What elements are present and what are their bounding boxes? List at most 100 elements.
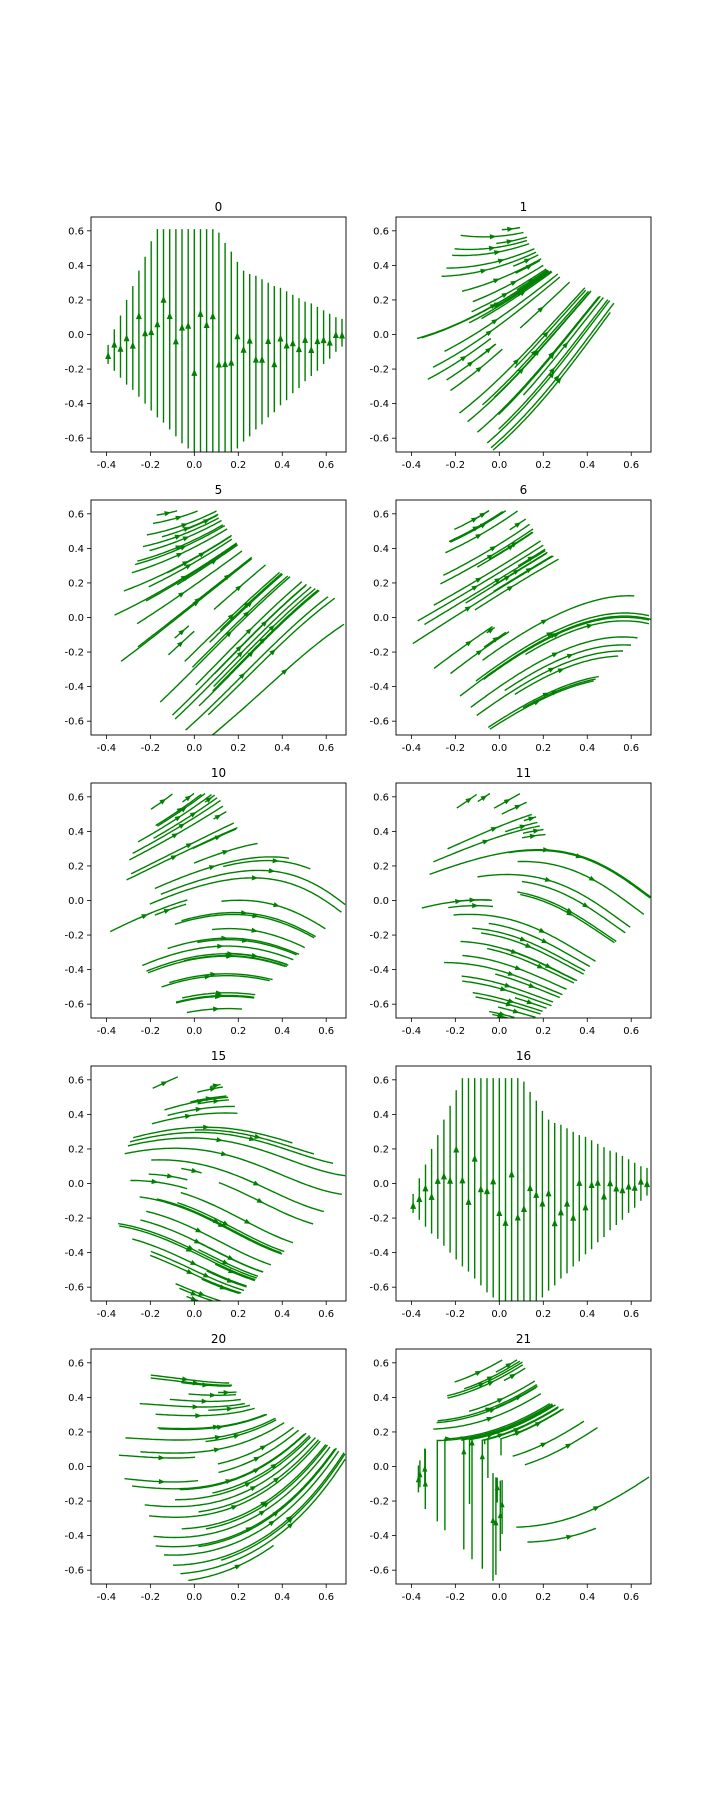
streamline-arrow — [487, 1380, 495, 1387]
streamline — [488, 531, 533, 561]
streamline — [198, 1447, 337, 1548]
streamline-arrow — [489, 234, 497, 240]
streamline-arrow — [234, 332, 241, 340]
y-tick-label: 0.0 — [68, 896, 84, 907]
streamline — [504, 644, 632, 692]
x-tick-label: 0.4 — [274, 1026, 290, 1037]
streamline — [133, 1126, 293, 1144]
streamline — [197, 1099, 229, 1105]
streamline — [519, 281, 571, 329]
streamline-arrow — [537, 306, 544, 313]
streamline — [137, 794, 212, 843]
streamline-arrow — [272, 1477, 280, 1483]
streamline-arrow — [514, 804, 522, 810]
streamline-arrow — [175, 515, 183, 521]
streamline-arrow — [530, 349, 537, 357]
streamline — [445, 510, 518, 554]
streamline — [174, 913, 315, 939]
streamline — [154, 856, 290, 890]
streamline — [179, 1432, 307, 1491]
streamline-arrow — [487, 627, 495, 634]
x-tick-label: 0.4 — [274, 1309, 290, 1320]
streamline-arrow — [223, 1389, 230, 1396]
y-tick-label: -0.6 — [369, 717, 389, 728]
y-tick-label: -0.6 — [64, 1283, 84, 1294]
streamline-arrow — [222, 850, 229, 856]
streamline — [146, 1210, 272, 1266]
streamline-arrow — [191, 368, 198, 376]
streamline-arrow — [197, 309, 204, 317]
x-tick-label: 0.6 — [623, 460, 639, 471]
streamline — [450, 348, 503, 392]
x-tick-label: -0.4 — [97, 1592, 117, 1603]
streamline — [452, 242, 530, 257]
y-tick-label: 0.0 — [373, 330, 389, 341]
streamline — [521, 880, 626, 934]
streamline-arrow — [512, 569, 520, 575]
streamline — [417, 544, 544, 622]
streamline-arrow — [566, 910, 574, 916]
streamline-arrow — [510, 948, 518, 954]
streamline — [441, 251, 537, 277]
streamline-arrow — [475, 533, 483, 540]
streamline — [174, 586, 312, 720]
streamline-arrow — [474, 1370, 482, 1377]
y-tick-label: 0.2 — [373, 578, 389, 589]
streamline — [192, 828, 237, 850]
streamline — [213, 588, 316, 687]
streamline — [130, 822, 235, 875]
streamline-arrow — [525, 567, 533, 574]
streamline-arrow — [170, 855, 178, 861]
x-tick-label: 0.6 — [318, 460, 334, 471]
streamlines — [118, 1076, 346, 1301]
y-tick-label: -0.2 — [369, 365, 389, 376]
streamline-arrow — [460, 1436, 468, 1442]
streamline-arrow — [525, 942, 532, 948]
streamline — [207, 597, 336, 716]
y-tick-label: -0.4 — [64, 682, 84, 693]
streamline-arrow — [549, 367, 556, 374]
streamline-arrow — [565, 1443, 572, 1449]
streamline — [191, 575, 289, 668]
streamline-arrow — [202, 1272, 210, 1278]
streamline-arrow — [471, 1154, 478, 1162]
streamline-arrow — [248, 1136, 256, 1142]
streamline — [520, 893, 615, 944]
streamline-arrow — [528, 816, 535, 822]
streamline-arrow — [246, 601, 253, 608]
streamline-arrow — [506, 585, 514, 592]
streamline-arrow — [213, 1098, 220, 1104]
streamline-arrow — [259, 1445, 267, 1451]
streamline-arrow — [222, 360, 229, 368]
streamline — [181, 1167, 202, 1174]
streamline-arrow — [527, 278, 535, 285]
y-tick-label: 0.2 — [373, 1144, 389, 1155]
x-tick-label: 0.4 — [274, 460, 290, 471]
streamline — [463, 1404, 554, 1550]
streamline-arrow — [466, 361, 474, 368]
streamline-arrow — [268, 868, 276, 874]
streamline-arrow — [226, 1406, 234, 1412]
y-tick-label: 0.4 — [373, 1110, 389, 1121]
streamline-arrow — [174, 534, 182, 540]
streamline-arrow — [235, 585, 242, 592]
y-tick-label: 0.0 — [68, 330, 84, 341]
subplot-title: 6 — [520, 483, 528, 497]
streamline-arrow — [502, 1218, 509, 1226]
x-tick-label: 0.2 — [230, 1026, 246, 1037]
streamline-arrow — [281, 668, 288, 675]
streamline-arrow — [460, 355, 467, 362]
streamline-arrow — [244, 1218, 251, 1224]
streamline-arrow — [533, 349, 540, 356]
streamline-arrow — [566, 1534, 573, 1540]
x-tick-label: 0.6 — [623, 743, 639, 754]
x-tick-label: 0.4 — [274, 1592, 290, 1603]
streamline — [472, 264, 544, 303]
streamline-arrow — [461, 1447, 467, 1455]
streamline-arrow — [600, 1192, 607, 1200]
subplot-1: 1 -0.4 -0.2 0.0 0.2 0.4 0.6 0.6 0.4 0.2 0.0 -0.2 -0.… — [369, 200, 652, 471]
streamline — [164, 1096, 229, 1111]
streamline-arrow — [135, 312, 142, 320]
streamline-arrow — [326, 338, 333, 346]
x-tick-label: -0.4 — [97, 1309, 117, 1320]
